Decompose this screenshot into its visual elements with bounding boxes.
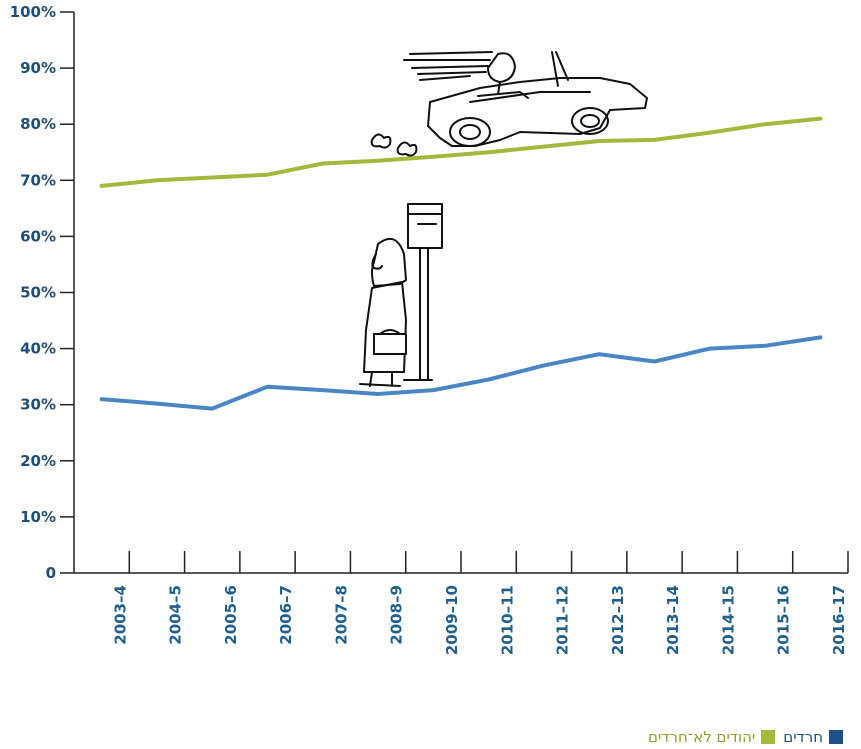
y-tick-label: 30% <box>20 396 56 414</box>
y-tick-label: 80% <box>20 115 56 133</box>
x-tick-label: 2005–6 <box>222 585 240 645</box>
y-tick-label: 60% <box>20 227 56 245</box>
y-tick-label: 70% <box>20 171 56 189</box>
y-axis: 0 10% 20% 30% 40% 50% 60% 70% 80% 90% 100% <box>10 3 75 582</box>
x-tick-label: 2009–10 <box>443 585 461 655</box>
y-tick-label: 0 <box>46 564 56 582</box>
x-tick-label: 2003–4 <box>111 585 129 645</box>
y-tick-label: 100% <box>10 3 56 21</box>
x-tick-label: 2010–11 <box>498 585 516 655</box>
legend-label-non-haredi: יהודים לא־חרדים <box>648 728 756 746</box>
x-tick-label: 2013–14 <box>664 585 682 655</box>
legend-item-haredi: חרדים <box>783 728 843 746</box>
x-tick-label: 2015–16 <box>775 585 793 655</box>
y-tick-label: 90% <box>20 59 56 77</box>
convertible-car-illustration <box>370 51 648 157</box>
x-tick-label: 2007–8 <box>332 585 350 645</box>
x-tick-label: 2004–5 <box>167 585 185 645</box>
y-tick-label: 50% <box>20 284 56 302</box>
y-tick-label: 10% <box>20 508 56 526</box>
y-tick-label: 20% <box>20 452 56 470</box>
x-tick-label: 2016–17 <box>830 585 848 655</box>
legend-swatch-non-haredi <box>761 730 776 744</box>
y-tick-label: 40% <box>20 340 56 358</box>
x-tick-label: 2006–7 <box>277 585 295 645</box>
series-layer <box>99 116 823 411</box>
legend-swatch-haredi <box>829 730 843 744</box>
legend: חרדים יהודים לא־חרדים <box>648 728 843 746</box>
x-axis: 2003–4 2004–5 2005–6 2006–7 2007–8 2008–9 2009… <box>74 551 849 655</box>
legend-label-haredi: חרדים <box>783 728 823 746</box>
series-line-non-haredi <box>99 116 823 188</box>
x-tick-label: 2012–13 <box>609 585 627 655</box>
legend-item-non-haredi: יהודים לא־חרדים <box>648 728 776 746</box>
x-tick-label: 2008–9 <box>388 585 406 645</box>
bus-stop-illustration <box>359 203 443 387</box>
x-tick-label: 2014–15 <box>719 585 737 655</box>
series-line-haredi <box>99 335 823 411</box>
x-tick-label: 2011–12 <box>554 585 572 655</box>
